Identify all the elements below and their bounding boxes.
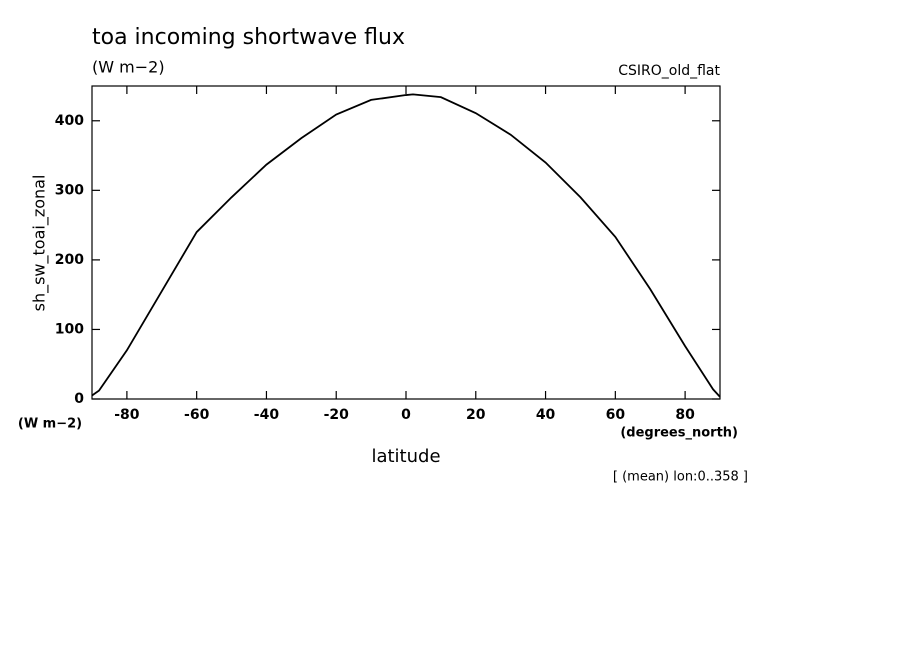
x-tick-label: 40 (536, 407, 556, 423)
note: [ (mean) lon:0..358 ] (613, 470, 748, 485)
x-tick-label: -60 (184, 407, 210, 423)
x-tick-label: -80 (114, 407, 140, 423)
y-axis-label: sh_sw_toai_zonal (30, 175, 50, 312)
x-tick-label: 80 (675, 407, 695, 423)
y-tick-label: 0 (74, 391, 84, 407)
chart-title: toa incoming shortwave flux (92, 25, 405, 50)
x-tick-label: 20 (466, 407, 486, 423)
y-tick-label: 200 (55, 252, 84, 268)
y-tick-label: 400 (55, 113, 84, 129)
subtitle: (W m−2) (92, 58, 165, 77)
x-tick-label: -20 (324, 407, 350, 423)
dataset-label: CSIRO_old_flat (618, 63, 720, 79)
plot-frame (91, 85, 721, 400)
y-units: (W m−2) (18, 417, 82, 432)
x-tick-label: -40 (254, 407, 280, 423)
x-axis-label: latitude (371, 446, 440, 467)
x-tick-label: 60 (606, 407, 626, 423)
x-tick-label: 0 (401, 407, 411, 423)
y-tick-label: 300 (55, 182, 84, 198)
data-line (91, 93, 721, 398)
y-tick-label: 100 (55, 321, 84, 337)
x-units: (degrees_north) (620, 426, 738, 441)
